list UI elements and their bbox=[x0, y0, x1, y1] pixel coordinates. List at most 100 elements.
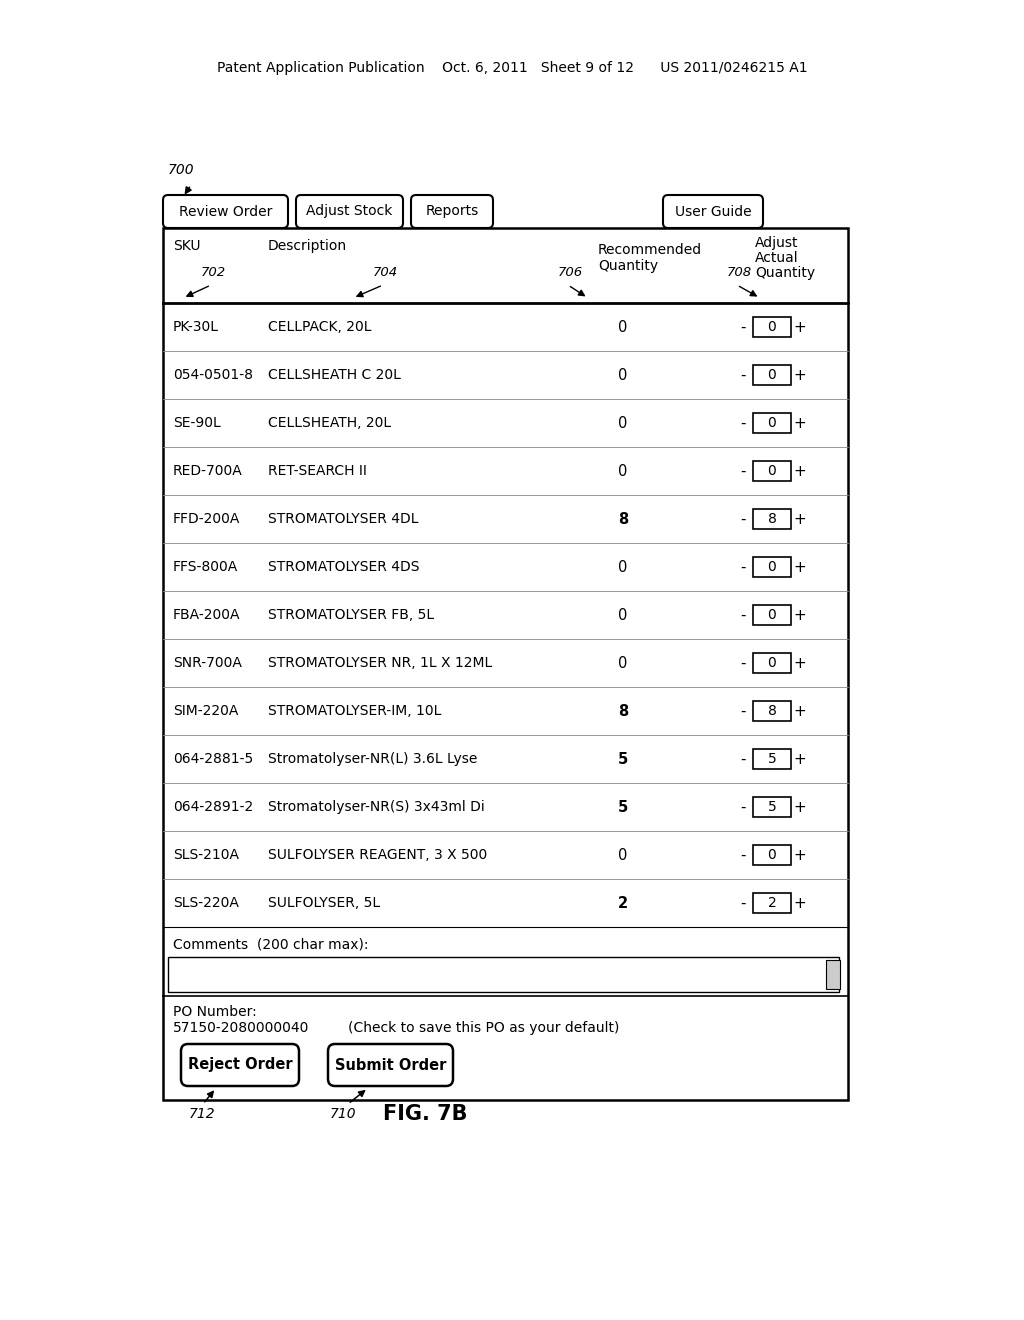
Text: -: - bbox=[740, 463, 745, 479]
Text: 5: 5 bbox=[768, 752, 776, 766]
Text: Actual: Actual bbox=[755, 251, 799, 265]
Text: 0: 0 bbox=[618, 847, 628, 862]
FancyBboxPatch shape bbox=[663, 195, 763, 228]
Bar bbox=[753, 653, 791, 673]
Bar bbox=[753, 797, 791, 817]
Bar bbox=[826, 960, 840, 989]
Text: 8: 8 bbox=[617, 511, 628, 527]
Text: FBA-200A: FBA-200A bbox=[173, 609, 241, 622]
Text: 708: 708 bbox=[727, 267, 752, 280]
Text: (Check to save this PO as your default): (Check to save this PO as your default) bbox=[348, 1020, 620, 1035]
Text: SE-90L: SE-90L bbox=[173, 416, 221, 430]
Text: STROMATOLYSER NR, 1L X 12ML: STROMATOLYSER NR, 1L X 12ML bbox=[268, 656, 493, 671]
Text: 0: 0 bbox=[618, 319, 628, 334]
Text: Stromatolyser-NR(S) 3x43ml Di: Stromatolyser-NR(S) 3x43ml Di bbox=[268, 800, 484, 814]
Text: -: - bbox=[740, 607, 745, 623]
Text: 5: 5 bbox=[768, 800, 776, 814]
Text: Comments  (200 char max):: Comments (200 char max): bbox=[173, 939, 369, 952]
Bar bbox=[753, 510, 791, 529]
Text: +: + bbox=[794, 319, 806, 334]
Bar bbox=[753, 748, 791, 770]
Text: PO Number:: PO Number: bbox=[173, 1005, 257, 1019]
Text: -: - bbox=[740, 751, 745, 767]
Text: +: + bbox=[794, 895, 806, 911]
Text: Reports: Reports bbox=[425, 205, 478, 219]
Text: Patent Application Publication    Oct. 6, 2011   Sheet 9 of 12      US 2011/0246: Patent Application Publication Oct. 6, 2… bbox=[217, 61, 807, 75]
Text: User Guide: User Guide bbox=[675, 205, 752, 219]
Text: 8: 8 bbox=[768, 704, 776, 718]
Text: +: + bbox=[794, 800, 806, 814]
Text: +: + bbox=[794, 560, 806, 574]
Bar bbox=[168, 957, 839, 993]
Text: 0: 0 bbox=[618, 607, 628, 623]
Text: -: - bbox=[740, 704, 745, 718]
Text: +: + bbox=[794, 847, 806, 862]
Text: STROMATOLYSER-IM, 10L: STROMATOLYSER-IM, 10L bbox=[268, 704, 441, 718]
Text: 8: 8 bbox=[617, 704, 628, 718]
Bar bbox=[753, 701, 791, 721]
Text: FIG. 7B: FIG. 7B bbox=[383, 1104, 468, 1125]
Text: Recommended: Recommended bbox=[598, 243, 702, 257]
Text: Quantity: Quantity bbox=[755, 267, 815, 280]
Text: 8: 8 bbox=[768, 512, 776, 525]
Text: 0: 0 bbox=[618, 656, 628, 671]
Text: SULFOLYSER, 5L: SULFOLYSER, 5L bbox=[268, 896, 380, 909]
Text: 704: 704 bbox=[373, 267, 398, 280]
Text: 054-0501-8: 054-0501-8 bbox=[173, 368, 253, 381]
Text: 5: 5 bbox=[617, 751, 628, 767]
Text: STROMATOLYSER FB, 5L: STROMATOLYSER FB, 5L bbox=[268, 609, 434, 622]
FancyBboxPatch shape bbox=[328, 1044, 453, 1086]
Text: SLS-220A: SLS-220A bbox=[173, 896, 239, 909]
Text: +: + bbox=[794, 607, 806, 623]
Bar bbox=[163, 228, 848, 1100]
Bar bbox=[753, 413, 791, 433]
Text: Stromatolyser-NR(L) 3.6L Lyse: Stromatolyser-NR(L) 3.6L Lyse bbox=[268, 752, 477, 766]
Text: 57150-2080000040: 57150-2080000040 bbox=[173, 1020, 309, 1035]
Text: CELLSHEATH, 20L: CELLSHEATH, 20L bbox=[268, 416, 391, 430]
Text: SNR-700A: SNR-700A bbox=[173, 656, 242, 671]
Text: Submit Order: Submit Order bbox=[335, 1057, 446, 1072]
Text: STROMATOLYSER 4DS: STROMATOLYSER 4DS bbox=[268, 560, 420, 574]
Text: -: - bbox=[740, 511, 745, 527]
Text: Quantity: Quantity bbox=[598, 259, 658, 273]
Text: 2: 2 bbox=[617, 895, 628, 911]
Text: 0: 0 bbox=[768, 465, 776, 478]
FancyBboxPatch shape bbox=[296, 195, 403, 228]
Text: SIM-220A: SIM-220A bbox=[173, 704, 239, 718]
Text: +: + bbox=[794, 704, 806, 718]
Text: -: - bbox=[740, 656, 745, 671]
Text: -: - bbox=[740, 847, 745, 862]
Text: CELLSHEATH C 20L: CELLSHEATH C 20L bbox=[268, 368, 400, 381]
Text: Adjust Stock: Adjust Stock bbox=[306, 205, 392, 219]
Text: -: - bbox=[740, 319, 745, 334]
Text: 0: 0 bbox=[768, 319, 776, 334]
Text: RET-SEARCH II: RET-SEARCH II bbox=[268, 465, 367, 478]
Text: PK-30L: PK-30L bbox=[173, 319, 219, 334]
Bar bbox=[753, 317, 791, 337]
Text: -: - bbox=[740, 895, 745, 911]
Text: -: - bbox=[740, 416, 745, 430]
Text: +: + bbox=[794, 367, 806, 383]
Text: 0: 0 bbox=[768, 560, 776, 574]
Text: Adjust: Adjust bbox=[755, 236, 799, 249]
Text: 706: 706 bbox=[558, 267, 583, 280]
FancyBboxPatch shape bbox=[411, 195, 493, 228]
Text: 0: 0 bbox=[768, 609, 776, 622]
Text: 064-2891-2: 064-2891-2 bbox=[173, 800, 253, 814]
Text: -: - bbox=[740, 560, 745, 574]
Text: 2: 2 bbox=[768, 896, 776, 909]
Text: -: - bbox=[740, 367, 745, 383]
Text: SULFOLYSER REAGENT, 3 X 500: SULFOLYSER REAGENT, 3 X 500 bbox=[268, 847, 487, 862]
Text: -: - bbox=[740, 800, 745, 814]
Text: Reject Order: Reject Order bbox=[187, 1057, 292, 1072]
Text: +: + bbox=[794, 463, 806, 479]
Text: STROMATOLYSER 4DL: STROMATOLYSER 4DL bbox=[268, 512, 419, 525]
Text: +: + bbox=[794, 656, 806, 671]
Text: +: + bbox=[794, 416, 806, 430]
Text: FFD-200A: FFD-200A bbox=[173, 512, 241, 525]
FancyBboxPatch shape bbox=[163, 195, 288, 228]
Text: 0: 0 bbox=[618, 416, 628, 430]
Text: 0: 0 bbox=[768, 847, 776, 862]
Text: +: + bbox=[794, 751, 806, 767]
Text: 0: 0 bbox=[618, 367, 628, 383]
